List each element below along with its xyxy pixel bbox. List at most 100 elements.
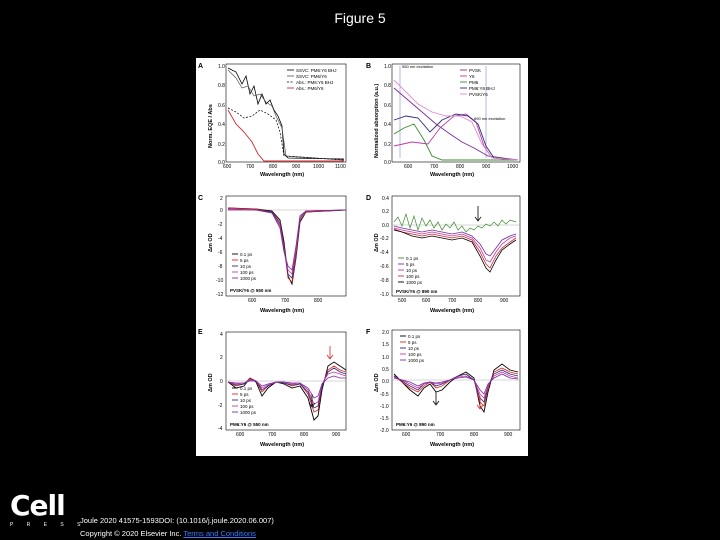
panel-a-xlabel: Wavelength (nm) [260,172,304,178]
slide-title: Figure 5 [334,10,386,26]
panel-e-xtick: 800 [300,432,309,438]
logo-word: Cell [10,489,66,522]
panel-c-xtick: 600 [248,298,257,304]
panel-b-xtick: 1000 [507,164,518,170]
panel-b-legend-item: PVSK [469,68,481,73]
panel-e-legend-item: 1000 ps [240,410,257,415]
panel-d-arrow-icon [474,206,482,222]
panel-e: E 4 2 0 -2 -4 600 700 800 900 Wavelength… [196,326,362,454]
panel-e-legend-item: 0.1 ps [240,386,253,391]
panel-f-series-100ps [393,371,519,399]
panel-d-axes [391,195,521,297]
panel-f-arrow-right-icon [476,396,484,410]
panel-c-axes [225,195,347,297]
panel-c-legend-item: 0.1 ps [240,252,253,257]
panel-d-xtick: 800 [474,298,483,304]
panel-a-xtick: 900 [292,164,301,170]
panel-a-legend-item: Abs.: PM6:Y6 BHJ [296,80,333,85]
panel-b-series-bhj [393,113,519,161]
panel-d-ytick: 0.4 [382,196,389,202]
panel-a-ytick: 0.0 [218,160,225,166]
panel-f-ytick: 0.5 [382,367,389,373]
panel-d-xtick: 500 [398,298,407,304]
panel-a-legend-item: Abs.: PM6/Y6 [296,86,324,91]
panel-a-legend-item: SSVC: PM6/Y6 [296,74,327,79]
panel-c-ytick: -6 [218,250,223,256]
panel-e-legend-item: 100 ps [240,404,254,409]
cell-press-logo: Cell P R E S S [10,489,86,529]
panel-b-legend-item: PM6:Y6 BHJ [469,86,495,91]
panel-f-xtick: 800 [470,432,479,438]
panel-d-xtick: 700 [448,298,457,304]
copyright-text: Copyright © 2020 Elsevier Inc. [80,529,182,538]
panel-f: F 2.0 1.5 1.0 0.5 0.0 -0.5 -1.0 -1.5 -2.… [362,326,528,454]
panel-a-series-ssvc-bilayer [227,69,345,161]
panel-d-letter: D [366,195,371,202]
panel-c-series-10ps [227,208,347,279]
panel-a-xtick: 1000 [313,164,324,170]
panel-c-legend-item: 100 ps [240,270,254,275]
panel-f-caption: PM6:Y6 @ 890 nm [396,422,435,427]
panel-d-legend-item: 1000 ps [406,280,423,285]
panel-f-xtick: 600 [402,432,411,438]
panel-e-letter: E [198,329,203,336]
panel-b-ytick: 0.6 [384,103,391,109]
panel-a-ytick: 0.8 [218,83,225,89]
panel-a-ytick: 1.0 [218,64,225,70]
panel-c: C 2 0 -2 -4 -6 -8 -10 -12 600 700 800 Wa… [196,192,362,320]
panel-e-ytick: 4 [220,332,223,338]
panel-c-series-1000ps [228,209,347,271]
panel-c-ytick: -4 [218,236,223,242]
panel-d-legend-item: 10 ps [406,268,418,273]
panel-e-series-100ps [227,371,347,405]
panel-b-series-pvsk [393,87,519,161]
citation-block: Joule 2020 41575-1593DOI: (10.1016/j.jou… [80,514,274,540]
panel-a-xtick: 1100 [335,164,346,170]
panel-f-ytick: 1.5 [382,342,389,348]
panel-f-arrow-left-icon [432,392,440,406]
panel-c-ytick: 0 [220,208,223,214]
panel-b-axes [391,63,521,163]
panel-a-ytick: 0.6 [218,103,225,109]
panel-c-xtick: 700 [281,298,290,304]
panel-b-series-pm6 [393,123,518,161]
terms-link[interactable]: Terms and Conditions [183,529,256,538]
panel-f-ytick: 1.0 [382,355,389,361]
panel-e-legend-item: 10 ps [240,398,252,403]
citation-text: Joule 2020 41575-1593DOI: (10.1016/j.jou… [80,516,274,525]
panel-d-ytick: 0.0 [382,223,389,229]
panel-f-series-10ps [393,369,519,403]
panel-f-legend-item: 0.1 ps [408,334,421,339]
figure-image: A 1.0 0.8 0.6 0.4 0.2 0.0 600 700 800 90… [196,58,528,456]
panel-d-ytick: -0.8 [380,278,389,284]
panel-b-ytick: 0.2 [384,142,391,148]
panel-a-series-abs-bilayer [227,109,344,162]
panel-d-xtick: 900 [500,298,509,304]
panel-f-ytick: 0.0 [382,379,389,385]
copyright-line: Copyright © 2020 Elsevier Inc. Terms and… [80,527,274,540]
panel-d-legend-item: 100 ps [406,274,420,279]
panel-b-letter: B [366,63,371,70]
panel-f-legend-item: 100 ps [408,352,422,357]
panel-c-legend-item: 1000 ps [240,276,257,281]
panel-b-xtick: 700 [430,164,439,170]
panel-a-xtick: 700 [246,164,255,170]
panel-a-xtick: 600 [223,164,232,170]
panel-a-ytick: 0.4 [218,122,225,128]
panel-e-arrow-up-icon [326,346,334,360]
panel-e-xlabel: Wavelength (nm) [260,442,304,448]
panel-f-ytick: -2.0 [380,428,389,434]
panel-b-ytick: 0.8 [384,83,391,89]
panel-b-note-550: 550 nm excitation [402,64,433,69]
panel-b-ylabel: Normalized absorption (a.u.) [374,84,380,158]
panel-e-caption: PM6:Y6 @ 550 nm [230,422,269,427]
panel-b-series-bilayer [393,79,519,161]
panel-d-ytick: -0.6 [380,264,389,270]
panel-e-ytick: -2 [218,403,223,409]
panel-e-ylabel: Δm OD [208,373,214,392]
panel-c-xtick: 800 [314,298,323,304]
panel-d-ytick: -0.2 [380,236,389,242]
panel-b-legend-item: Y6 [469,74,475,79]
panel-f-legend-item: 5 ps [408,340,417,345]
panel-f-legend-item: 10 ps [408,346,420,351]
